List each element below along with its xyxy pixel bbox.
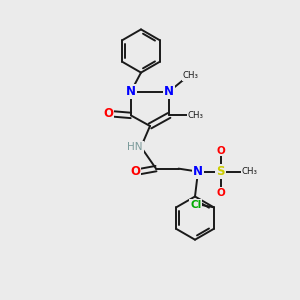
Text: CH₃: CH₃ bbox=[242, 167, 258, 176]
Text: N: N bbox=[126, 85, 136, 98]
Text: N: N bbox=[164, 85, 174, 98]
Text: CH₃: CH₃ bbox=[183, 71, 199, 80]
Text: HN: HN bbox=[127, 142, 143, 152]
Text: O: O bbox=[103, 107, 113, 120]
Text: CH₃: CH₃ bbox=[188, 111, 203, 120]
Text: O: O bbox=[216, 188, 225, 198]
Text: Cl: Cl bbox=[190, 200, 201, 210]
Text: N: N bbox=[193, 165, 203, 178]
Text: S: S bbox=[216, 165, 225, 178]
Text: O: O bbox=[130, 165, 140, 178]
Text: O: O bbox=[216, 146, 225, 156]
